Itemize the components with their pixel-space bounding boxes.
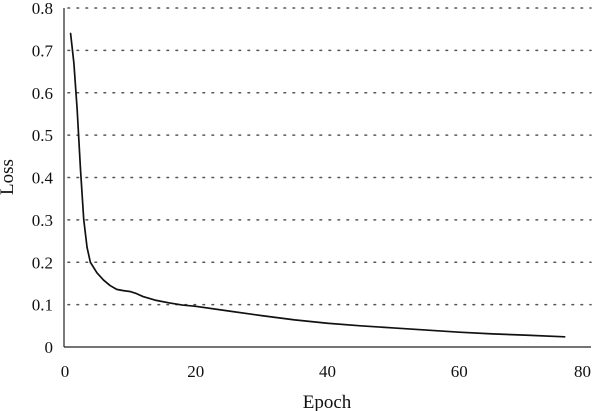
x-axis-title: Epoch: [303, 392, 352, 411]
y-tick-label: 0.1: [32, 296, 53, 315]
y-tick-label: 0.7: [32, 41, 54, 60]
axes: [63, 8, 591, 348]
y-tick-label: 0.3: [32, 211, 53, 230]
y-axis-title: Loss: [0, 159, 18, 195]
y-tick-label: 0.8: [32, 0, 53, 18]
tick-labels: 0 0.1 0.2 0.3 0.4 0.5 0.6 0.7 0.8 0 20 40 60 80: [32, 0, 591, 381]
x-tick-label: 0: [61, 362, 70, 381]
series-lines: [69, 32, 566, 338]
y-tick-label: 0.4: [32, 169, 54, 188]
loss-series-line: [69, 32, 566, 338]
y-tick-label: 0.2: [32, 253, 53, 272]
grid-lines: [67, 7, 592, 306]
x-tick-label: 60: [451, 362, 468, 381]
y-tick-label: 0.5: [32, 126, 53, 145]
x-tick-label: 40: [319, 362, 336, 381]
y-tick-label: 0: [45, 338, 54, 357]
x-tick-label: 80: [574, 362, 591, 381]
x-tick-label: 20: [187, 362, 204, 381]
y-tick-label: 0.6: [32, 84, 53, 103]
